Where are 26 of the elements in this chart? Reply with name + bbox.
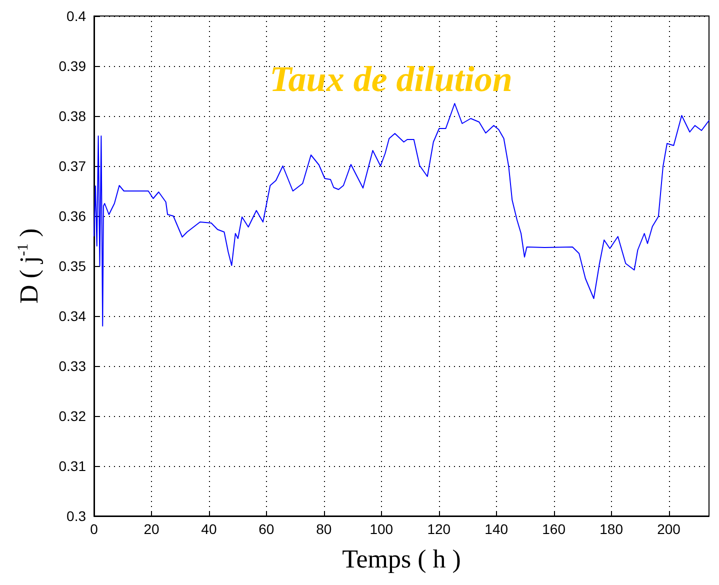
text: Taux de dilution [270, 59, 512, 99]
y-tick-label: 0.33 [58, 358, 86, 374]
x-tick-label: 200 [657, 521, 681, 537]
x-tick-label: 80 [316, 521, 332, 537]
y-tick-label: 0.31 [58, 458, 86, 474]
x-tick-label: 100 [370, 521, 394, 537]
line-series [94, 103, 710, 326]
y-tick-label: 0.38 [58, 108, 86, 124]
y-tick-label: 0.39 [58, 58, 86, 74]
x-tick-label: 0 [90, 521, 98, 537]
y-tick-label: 0.34 [58, 308, 86, 324]
x-tick-label: 140 [484, 521, 508, 537]
y-axis-title: D ( j-1 ) [14, 228, 44, 304]
y-tick-label: 0.3 [66, 508, 86, 524]
x-tick-label: 180 [600, 521, 624, 537]
x-tick-label: 120 [427, 521, 451, 537]
x-tick-label: 20 [144, 521, 160, 537]
x-tick-label: 40 [201, 521, 217, 537]
y-tick-label: 0.37 [58, 158, 86, 174]
y-tick-label: 0.32 [58, 408, 86, 424]
x-axis-title: Temps ( h ) [342, 544, 461, 574]
y-tick-label: 0.36 [58, 208, 86, 224]
x-tick-label: 60 [258, 521, 274, 537]
y-tick-label: 0.4 [66, 8, 86, 24]
y-tick-label: 0.35 [58, 258, 86, 274]
x-tick-label: 160 [542, 521, 566, 537]
